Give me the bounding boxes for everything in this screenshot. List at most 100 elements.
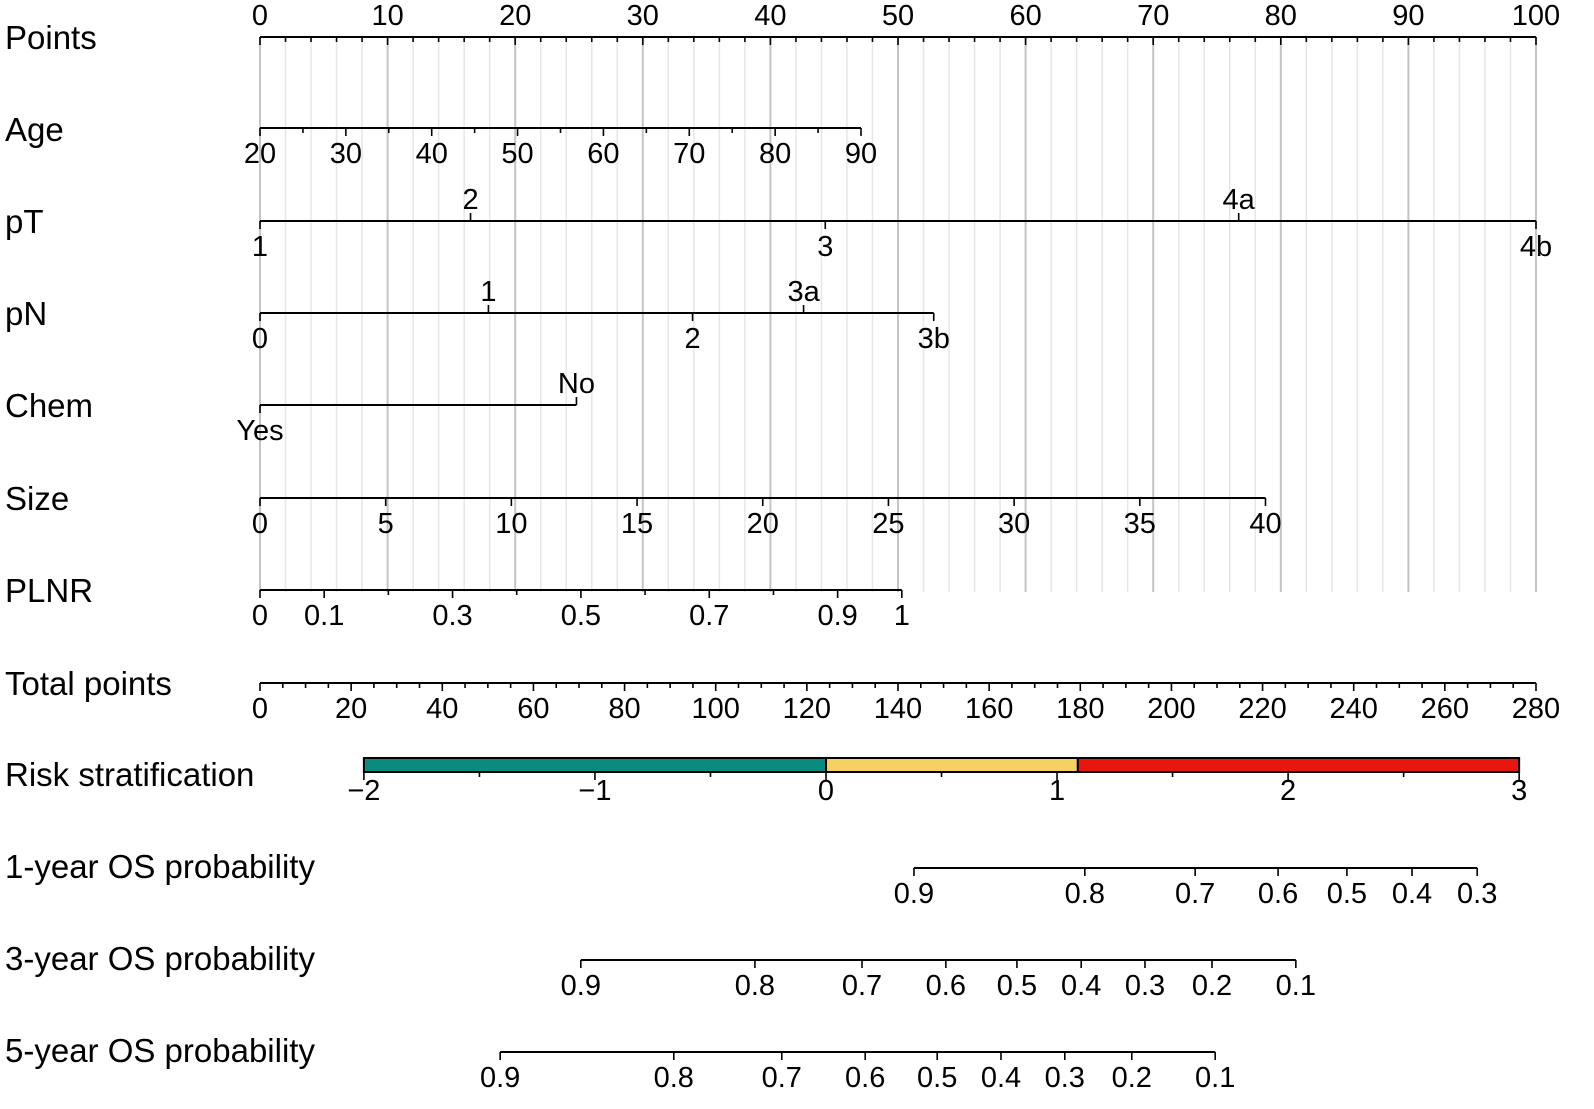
total-points-tick-label: 160 xyxy=(965,693,1013,725)
pn-level-label: 3b xyxy=(918,323,950,355)
total-points-tick-label: 60 xyxy=(517,693,549,725)
pt-row-label: pT xyxy=(5,203,44,240)
pn-row-label: pN xyxy=(5,295,47,332)
total-points-tick-label: 40 xyxy=(426,693,458,725)
chem-level-label: No xyxy=(558,368,595,400)
points-tick-label: 50 xyxy=(882,0,914,32)
5-year-os-probability-tick-label: 0.1 xyxy=(1195,1062,1235,1094)
total-points-tick-label: 220 xyxy=(1238,693,1286,725)
1-year-os-probability-tick-label: 0.3 xyxy=(1457,878,1497,910)
age-tick-label: 60 xyxy=(587,138,619,170)
total-points-tick-label: 180 xyxy=(1056,693,1104,725)
3-year-os-probability-tick-label: 0.8 xyxy=(735,970,775,1002)
3-year-os-probability-tick-label: 0.4 xyxy=(1061,970,1101,1002)
5-year-os-probability-tick-label: 0.4 xyxy=(981,1062,1021,1094)
5-year-os-probability-row-label: 5-year OS probability xyxy=(5,1032,315,1069)
plnr-row-label: PLNR xyxy=(5,572,93,609)
1-year-os-probability-tick-label: 0.6 xyxy=(1258,878,1298,910)
total-points-tick-label: 100 xyxy=(692,693,740,725)
points-tick-label: 90 xyxy=(1392,0,1424,32)
3-year-os-probability-row-label: 3-year OS probability xyxy=(5,940,315,977)
points-tick-label: 0 xyxy=(252,0,268,32)
1-year-os-probability-row-label: 1-year OS probability xyxy=(5,848,315,885)
grid-lines xyxy=(259,37,1537,592)
age-tick-label: 20 xyxy=(244,138,276,170)
total-points-tick-label: 260 xyxy=(1421,693,1469,725)
5-year-os-probability-tick-label: 0.5 xyxy=(917,1062,957,1094)
1-year-os-probability-tick-label: 0.4 xyxy=(1392,878,1432,910)
size-tick-label: 0 xyxy=(252,508,268,540)
3-year-os-probability-tick-label: 0.7 xyxy=(842,970,882,1002)
scales xyxy=(259,36,1537,1060)
age-tick-label: 30 xyxy=(330,138,362,170)
total-points-tick-label: 80 xyxy=(608,693,640,725)
age-tick-label: 50 xyxy=(501,138,533,170)
total-points-tick-label: 0 xyxy=(252,693,268,725)
size-tick-label: 15 xyxy=(621,508,653,540)
age-row-label: Age xyxy=(5,111,64,148)
size-tick-label: 40 xyxy=(1249,508,1281,540)
pt-level-label: 4b xyxy=(1520,231,1552,263)
plnr-tick-label: 0.5 xyxy=(561,600,601,632)
5-year-os-probability-tick-label: 0.2 xyxy=(1112,1062,1152,1094)
plnr-tick-label: 0 xyxy=(252,600,268,632)
chem-level-label: Yes xyxy=(236,415,283,447)
total-points-tick-label: 200 xyxy=(1147,693,1195,725)
size-tick-label: 30 xyxy=(998,508,1030,540)
5-year-os-probability-tick-label: 0.8 xyxy=(654,1062,694,1094)
5-year-os-probability-tick-label: 0.7 xyxy=(762,1062,802,1094)
pt-level-label: 4a xyxy=(1223,184,1256,216)
size-tick-label: 10 xyxy=(495,508,527,540)
points-tick-label: 60 xyxy=(1009,0,1041,32)
size-tick-label: 20 xyxy=(747,508,779,540)
total-points-row-label: Total points xyxy=(5,665,172,702)
3-year-os-probability-tick-label: 0.2 xyxy=(1192,970,1232,1002)
pn-level-label: 0 xyxy=(252,323,268,355)
plnr-tick-label: 1 xyxy=(894,600,910,632)
points-row-label: Points xyxy=(5,19,97,56)
5-year-os-probability-tick-label: 0.9 xyxy=(480,1062,520,1094)
1-year-os-probability-tick-label: 0.9 xyxy=(894,878,934,910)
total-points-tick-label: 20 xyxy=(335,693,367,725)
size-row-label: Size xyxy=(5,480,69,517)
plnr-tick-label: 0.9 xyxy=(817,600,857,632)
pn-level-label: 1 xyxy=(480,276,496,308)
age-tick-label: 80 xyxy=(759,138,791,170)
pt-level-label: 1 xyxy=(252,231,268,263)
risk-tick-label: 3 xyxy=(1511,775,1527,807)
3-year-os-probability-tick-label: 0.5 xyxy=(997,970,1037,1002)
total-points-tick-label: 240 xyxy=(1330,693,1378,725)
chem-row-label: Chem xyxy=(5,387,93,424)
3-year-os-probability-tick-label: 0.6 xyxy=(926,970,966,1002)
1-year-os-probability-tick-label: 0.7 xyxy=(1175,878,1215,910)
pt-level-label: 3 xyxy=(817,231,833,263)
risk-tick-label: −1 xyxy=(578,775,611,807)
points-tick-label: 40 xyxy=(754,0,786,32)
risk-segment xyxy=(362,757,827,773)
plnr-tick-label: 0.7 xyxy=(689,600,729,632)
5-year-os-probability-tick-label: 0.3 xyxy=(1045,1062,1085,1094)
plnr-tick-label: 0.1 xyxy=(304,600,344,632)
size-tick-label: 35 xyxy=(1124,508,1156,540)
size-tick-label: 5 xyxy=(378,508,394,540)
points-tick-label: 30 xyxy=(627,0,659,32)
1-year-os-probability-tick-label: 0.5 xyxy=(1327,878,1367,910)
5-year-os-probability-tick-label: 0.6 xyxy=(845,1062,885,1094)
total-points-tick-label: 120 xyxy=(783,693,831,725)
points-tick-label: 80 xyxy=(1265,0,1297,32)
pn-level-label: 3a xyxy=(787,276,820,308)
risk-tick-label: 2 xyxy=(1280,775,1296,807)
size-tick-label: 25 xyxy=(872,508,904,540)
age-tick-label: 40 xyxy=(416,138,448,170)
risk-tick-label: 1 xyxy=(1049,775,1065,807)
points-tick-label: 20 xyxy=(499,0,531,32)
total-points-tick-label: 280 xyxy=(1512,693,1560,725)
risk-tick-label: −2 xyxy=(347,775,380,807)
pn-level-label: 2 xyxy=(684,323,700,355)
3-year-os-probability-tick-label: 0.3 xyxy=(1125,970,1165,1002)
3-year-os-probability-tick-label: 0.9 xyxy=(561,970,601,1002)
pt-level-label: 2 xyxy=(462,184,478,216)
